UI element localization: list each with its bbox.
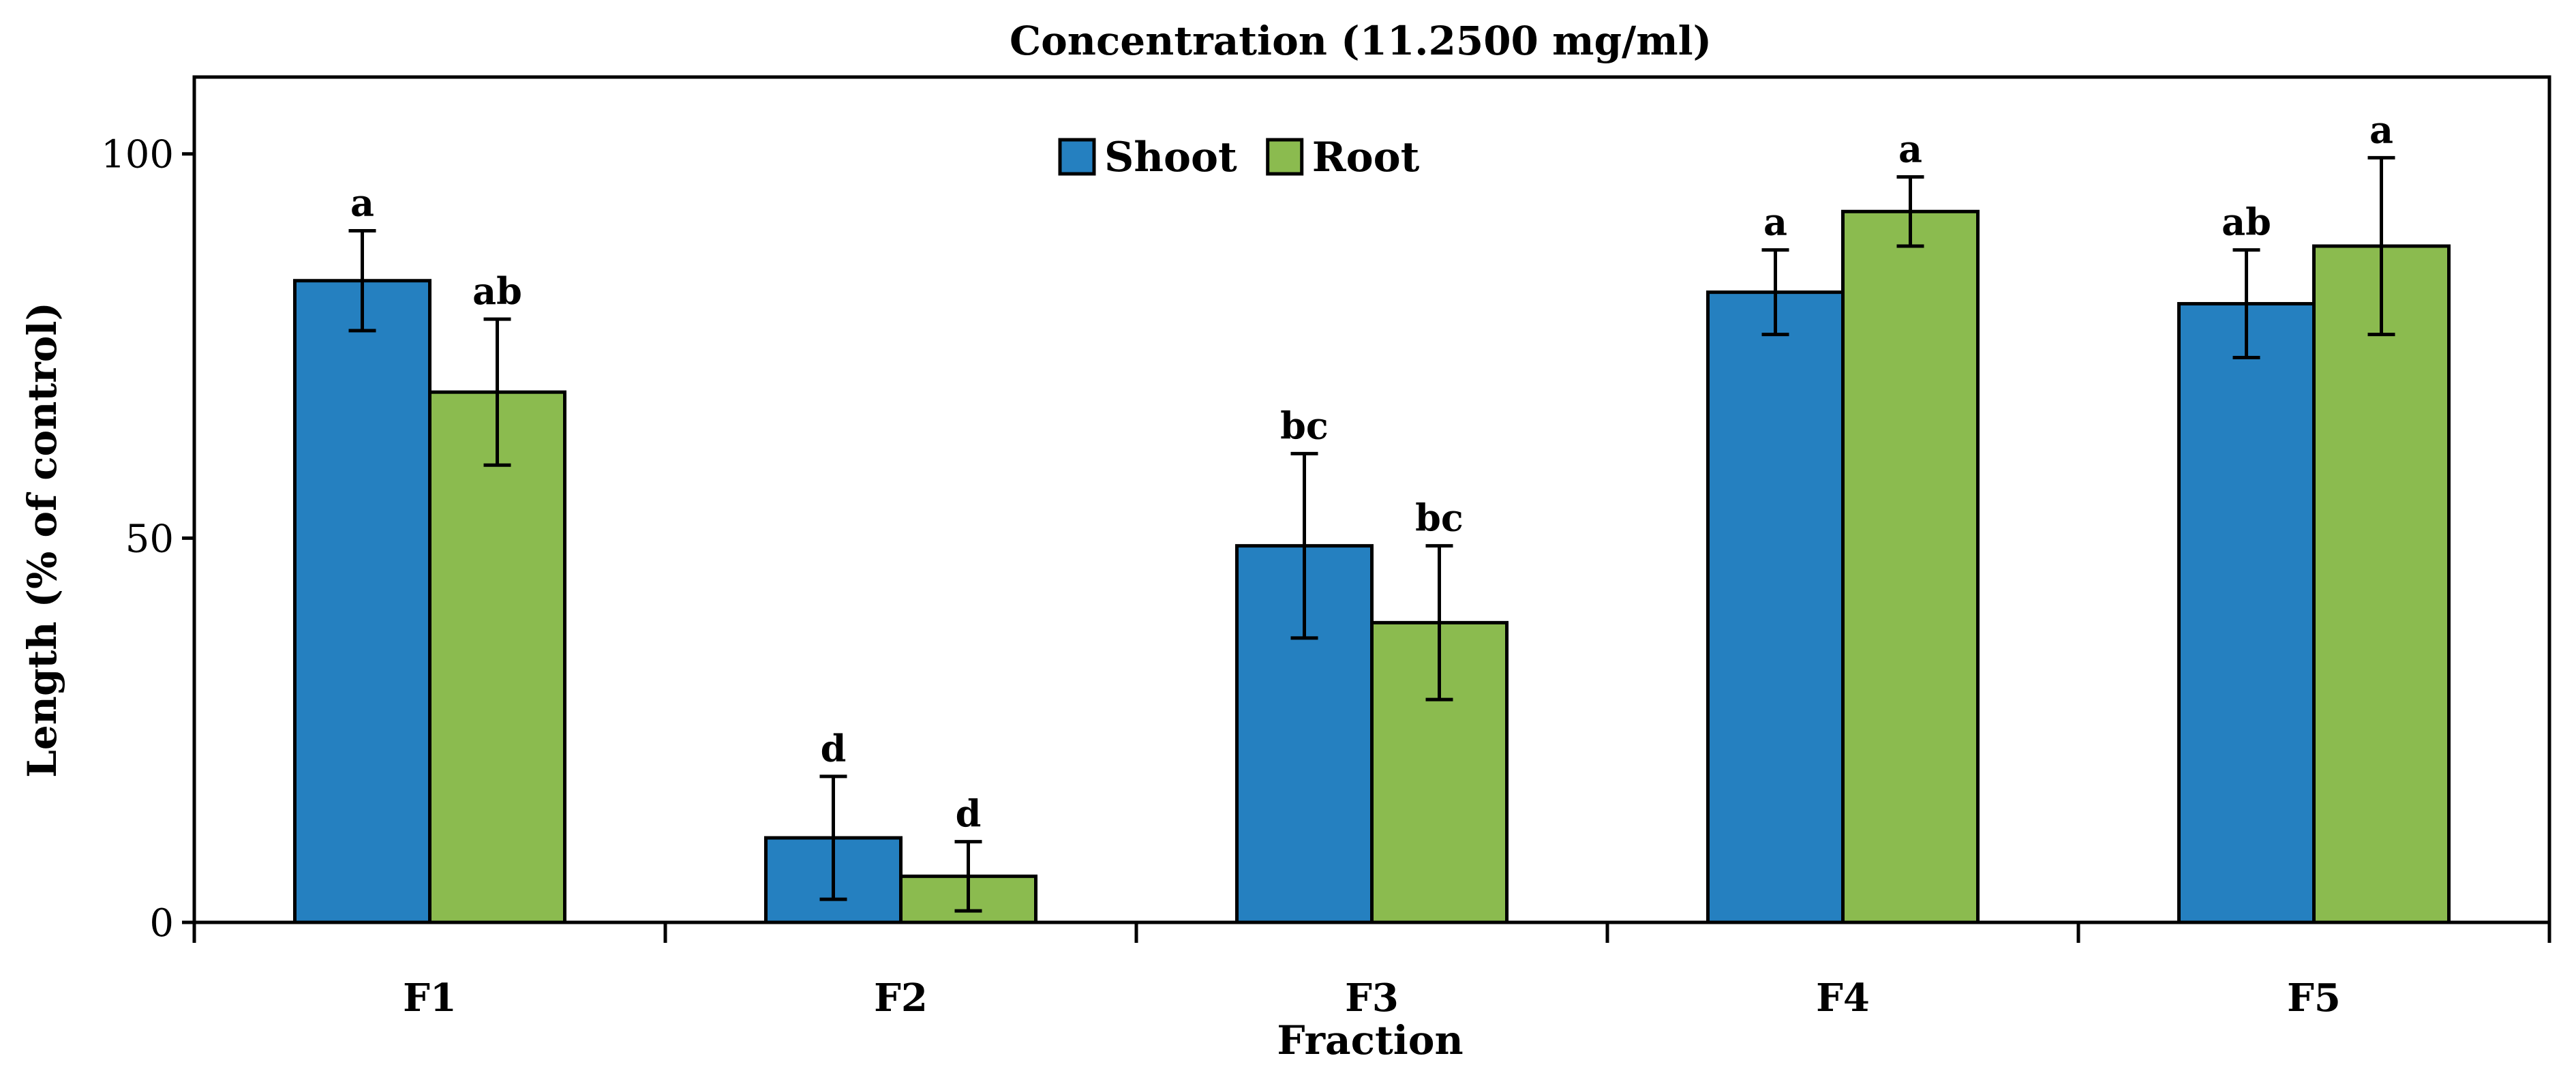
bar-root-f1	[428, 390, 566, 924]
y-tick-label-50: 50	[125, 517, 174, 561]
error-bar-root-f1	[483, 317, 511, 467]
significance-labels-layer: a ab d d bc bc a a ab a	[350, 108, 2393, 835]
bar-root-f5	[2312, 244, 2451, 924]
error-bar-shoot-f5	[2232, 248, 2260, 359]
x-tick-label-f2: F2	[874, 976, 928, 1021]
significance-label-shoot-f5: ab	[2222, 200, 2271, 244]
x-tick-label-f5: F5	[2287, 976, 2341, 1021]
significance-label-root-f5: a	[2369, 108, 2393, 151]
significance-label-root-f2: d	[956, 792, 982, 836]
legend-item-shoot: Shoot	[1058, 134, 1237, 181]
x-axis-label: Fraction	[1277, 1017, 1463, 1064]
axes-layer: F1 F2 F3 F4 F5 0 50 100	[101, 133, 2551, 1021]
significance-label-shoot-f1: a	[350, 181, 374, 224]
legend: Shoot Root	[1058, 134, 1420, 181]
legend-swatch-root	[1266, 138, 1304, 176]
legend-swatch-shoot	[1058, 138, 1096, 176]
error-bar-shoot-f2	[819, 774, 847, 901]
legend-label-shoot: Shoot	[1104, 134, 1237, 181]
significance-label-root-f3: bc	[1415, 496, 1464, 540]
significance-label-shoot-f3: bc	[1280, 404, 1329, 447]
error-bar-root-f5	[2367, 155, 2395, 337]
error-bar-root-f2	[954, 840, 982, 913]
chart-title: Concentration (11.2500 mg/ml)	[1010, 18, 1712, 64]
x-tick-label-f3: F3	[1345, 976, 1399, 1021]
error-bars-layer	[348, 155, 2395, 913]
error-bar-shoot-f4	[1761, 248, 1789, 337]
y-tick-label-100: 100	[101, 133, 174, 177]
significance-label-root-f1: ab	[472, 269, 522, 313]
x-tick-label-f4: F4	[1816, 976, 1870, 1021]
bars-layer	[293, 209, 2451, 924]
bar-shoot-f1	[293, 279, 431, 924]
error-bar-root-f3	[1425, 544, 1453, 702]
bar-root-f4	[1841, 209, 1980, 924]
y-tick-label-0: 0	[149, 901, 174, 946]
x-tick-label-f1: F1	[403, 976, 457, 1021]
error-bar-shoot-f1	[348, 228, 376, 333]
significance-label-root-f4: a	[1898, 127, 1922, 171]
y-axis-label: Length (% of control)	[19, 302, 65, 778]
significance-label-shoot-f2: d	[821, 727, 847, 770]
error-bar-shoot-f3	[1290, 451, 1318, 640]
bar-shoot-f4	[1706, 290, 1845, 924]
bar-shoot-f5	[2177, 302, 2316, 924]
legend-label-root: Root	[1312, 134, 1420, 181]
significance-label-shoot-f4: a	[1763, 200, 1787, 244]
error-bar-root-f4	[1896, 175, 1924, 248]
legend-item-root: Root	[1266, 134, 1420, 181]
